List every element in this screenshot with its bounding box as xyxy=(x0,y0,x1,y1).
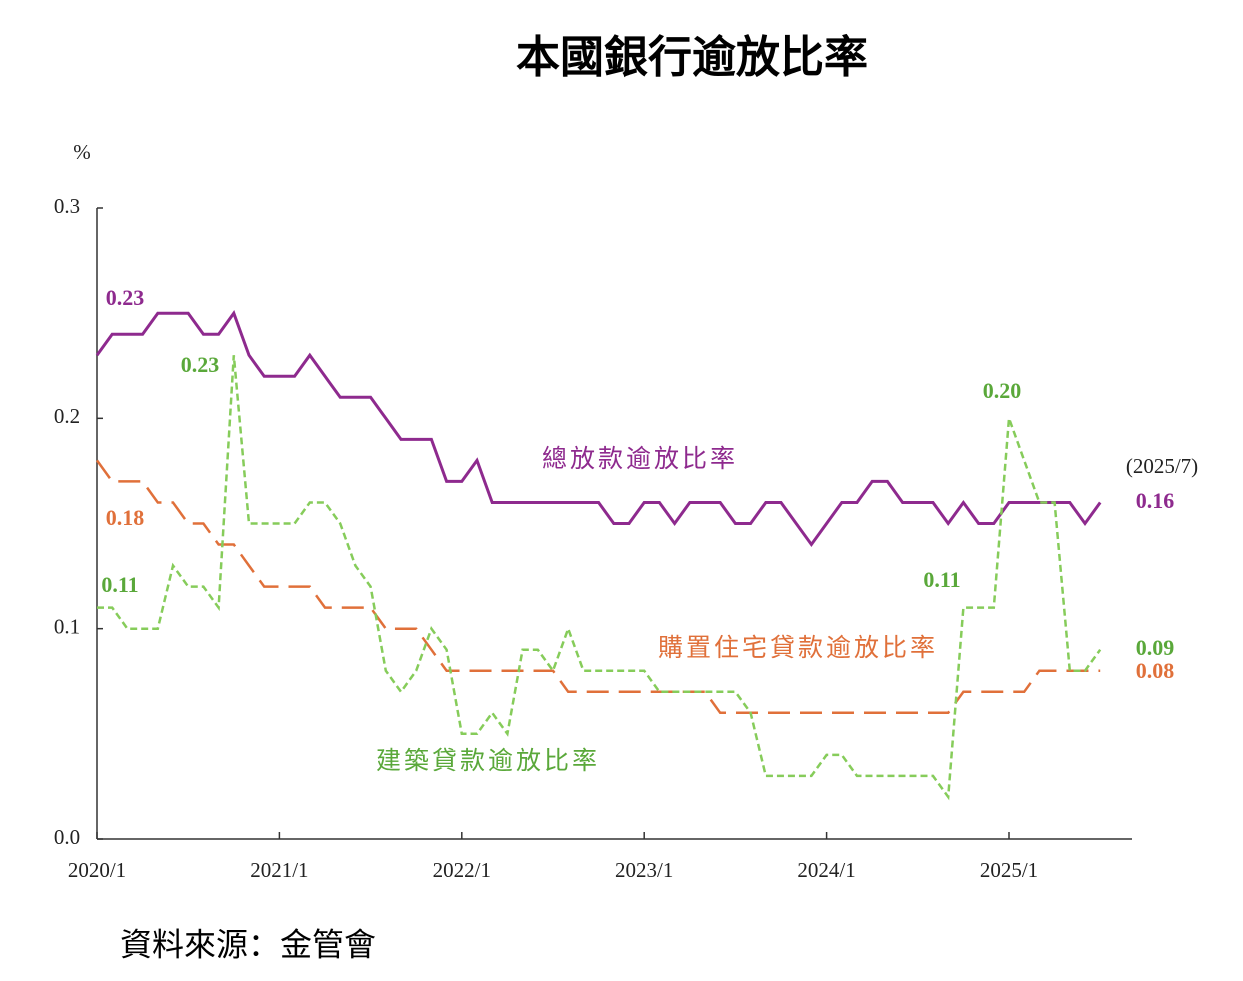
y-tick-label: 0.3 xyxy=(54,194,80,218)
x-tick-label: 2021/1 xyxy=(250,858,308,882)
annotation: 0.09 xyxy=(1136,635,1175,660)
x-tick-label: 2025/1 xyxy=(980,858,1038,882)
annotation: 0.16 xyxy=(1136,488,1175,513)
series-line xyxy=(97,355,1102,801)
annotation: 0.20 xyxy=(983,378,1022,403)
series-label: 購置住宅貸款逾放比率 xyxy=(658,633,938,662)
x-tick-label: 2020/1 xyxy=(68,858,126,882)
y-tick-label: 0.1 xyxy=(54,614,80,638)
y-tick-label: 0.0 xyxy=(54,825,80,849)
source-note: 資料來源：金管會 xyxy=(120,926,376,962)
annotation: (2025/7) xyxy=(1126,454,1198,478)
annotation: 0.08 xyxy=(1136,658,1175,683)
annotation: 0.11 xyxy=(101,572,138,597)
series-line xyxy=(95,310,1102,548)
y-tick-label: 0.2 xyxy=(54,404,80,428)
y-axis-label: % xyxy=(73,140,91,164)
chart-title: 本國銀行逾放比率 xyxy=(516,33,868,82)
series-line xyxy=(95,459,1101,715)
annotation: 0.23 xyxy=(106,285,145,310)
series-label: 建築貸款逾放比率 xyxy=(376,746,600,775)
series-label: 總放款逾放比率 xyxy=(542,444,738,473)
x-tick-label: 2024/1 xyxy=(797,858,855,882)
annotation: 0.23 xyxy=(181,352,220,377)
annotation: 0.18 xyxy=(106,505,145,530)
x-tick-label: 2022/1 xyxy=(433,858,491,882)
annotation: 0.11 xyxy=(923,567,960,592)
x-tick-label: 2023/1 xyxy=(615,858,673,882)
